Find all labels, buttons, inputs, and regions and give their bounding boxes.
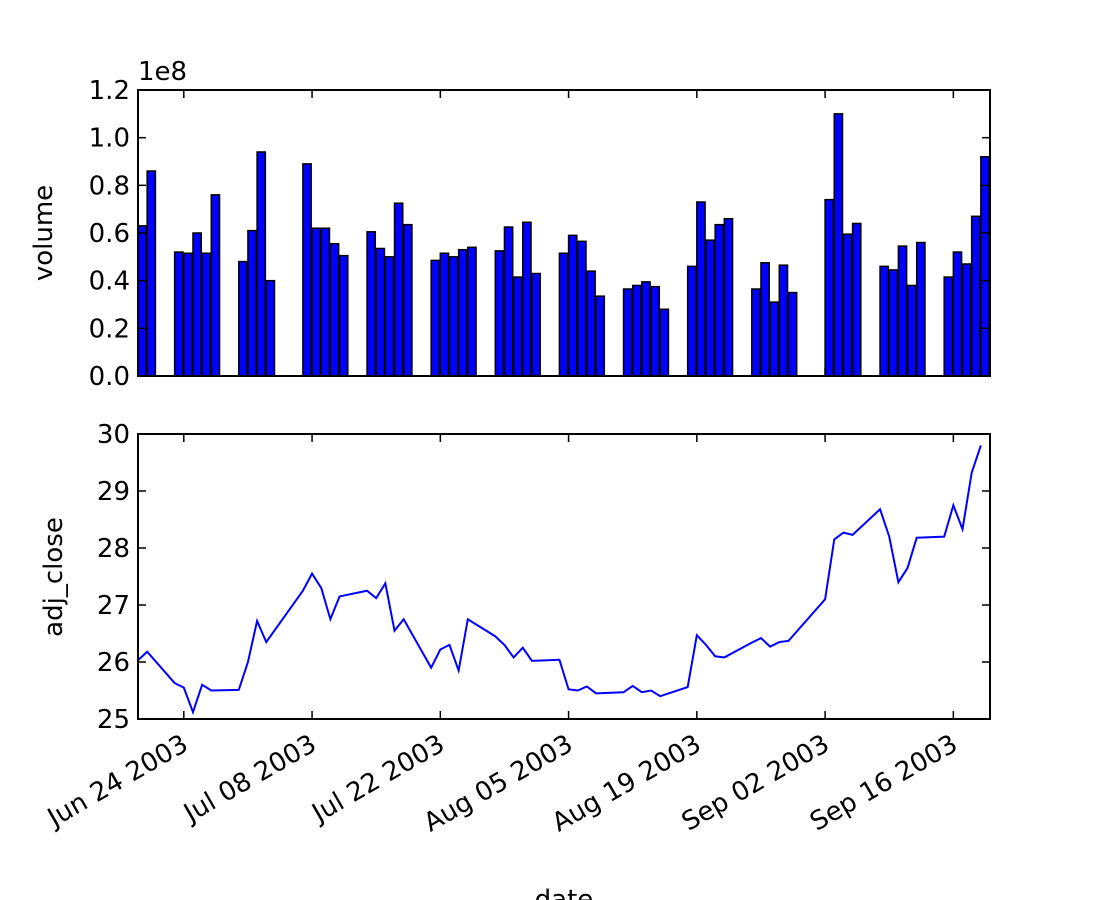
- bar: [787, 291, 798, 377]
- bar: [906, 284, 917, 377]
- y-tick-label: 29: [97, 477, 130, 507]
- axes-frame: [137, 89, 991, 377]
- bar: [522, 221, 532, 377]
- offset-label: 1e8: [138, 57, 187, 87]
- y-tick-label: 1.2: [89, 76, 130, 106]
- bar: [457, 248, 468, 377]
- x-axis-label: date: [535, 885, 594, 900]
- bar: [586, 270, 596, 377]
- bar: [915, 241, 926, 377]
- y-tick-label: 0.2: [89, 314, 130, 344]
- x-tick-label: Jun 24 2003: [41, 729, 193, 834]
- bar: [503, 226, 514, 377]
- y-tick-label: 27: [97, 591, 130, 621]
- bar: [531, 272, 541, 377]
- bar: [641, 281, 651, 377]
- bar: [192, 232, 202, 377]
- bar: [888, 269, 899, 377]
- bar: [723, 217, 734, 377]
- bar: [247, 229, 257, 377]
- bar: [384, 256, 395, 377]
- y-tick-label: 25: [97, 705, 130, 735]
- bar: [302, 163, 312, 377]
- y-tick-label: 0.4: [89, 267, 130, 297]
- bar: [943, 276, 954, 377]
- bar: [558, 252, 569, 377]
- bar: [714, 223, 725, 377]
- axes-frame: [137, 433, 991, 720]
- y-tick-label: 26: [97, 648, 130, 678]
- bar: [631, 284, 642, 377]
- bar: [760, 262, 770, 377]
- bar: [751, 288, 761, 377]
- bar: [842, 233, 853, 377]
- bar: [338, 254, 349, 377]
- bar: [311, 227, 322, 377]
- bar: [210, 194, 221, 377]
- y-tick-label: 28: [97, 534, 130, 564]
- bar: [265, 279, 276, 377]
- bar: [494, 250, 505, 377]
- bar: [439, 252, 450, 377]
- bar: [961, 263, 972, 377]
- bar: [970, 215, 981, 377]
- bar: [320, 227, 331, 377]
- x-tick-label: Jul 08 2003: [177, 729, 321, 830]
- y-tick-label: 30: [97, 420, 130, 450]
- bar: [567, 234, 578, 377]
- bar: [650, 285, 661, 377]
- bar: [705, 239, 715, 377]
- bar: [183, 252, 193, 377]
- bar: [879, 265, 890, 377]
- bar: [686, 265, 697, 377]
- bar: [467, 246, 477, 377]
- bar: [238, 260, 248, 377]
- bar: [952, 251, 963, 377]
- y-tick-label: 0.0: [89, 362, 130, 392]
- y-tick-label: 0.8: [89, 171, 130, 201]
- bar: [430, 259, 441, 377]
- bar: [833, 113, 844, 377]
- y-tick-label: 0.6: [89, 219, 130, 249]
- bar: [393, 202, 404, 377]
- bar: [576, 240, 587, 377]
- bar: [851, 222, 862, 377]
- bar: [366, 231, 377, 377]
- bar: [595, 295, 606, 377]
- bar: [824, 198, 835, 377]
- bar: [146, 170, 157, 377]
- line-series: [137, 445, 982, 716]
- bar: [448, 256, 459, 377]
- bar: [769, 301, 780, 377]
- bar: [897, 245, 908, 377]
- bar: [375, 247, 386, 377]
- y-axis-label: adj_close: [39, 517, 69, 637]
- y-tick-label: 1.0: [89, 124, 130, 154]
- bar: [137, 225, 147, 377]
- bar: [402, 223, 413, 377]
- bar: [173, 251, 184, 377]
- bar: [980, 155, 990, 377]
- bar: [256, 151, 267, 377]
- bar: [778, 264, 789, 377]
- bar: [512, 276, 523, 377]
- bar: [329, 242, 340, 377]
- bar: [696, 201, 706, 377]
- y-axis-label: volume: [29, 185, 59, 281]
- bar: [201, 252, 212, 377]
- bar: [622, 288, 633, 377]
- bar: [659, 308, 670, 377]
